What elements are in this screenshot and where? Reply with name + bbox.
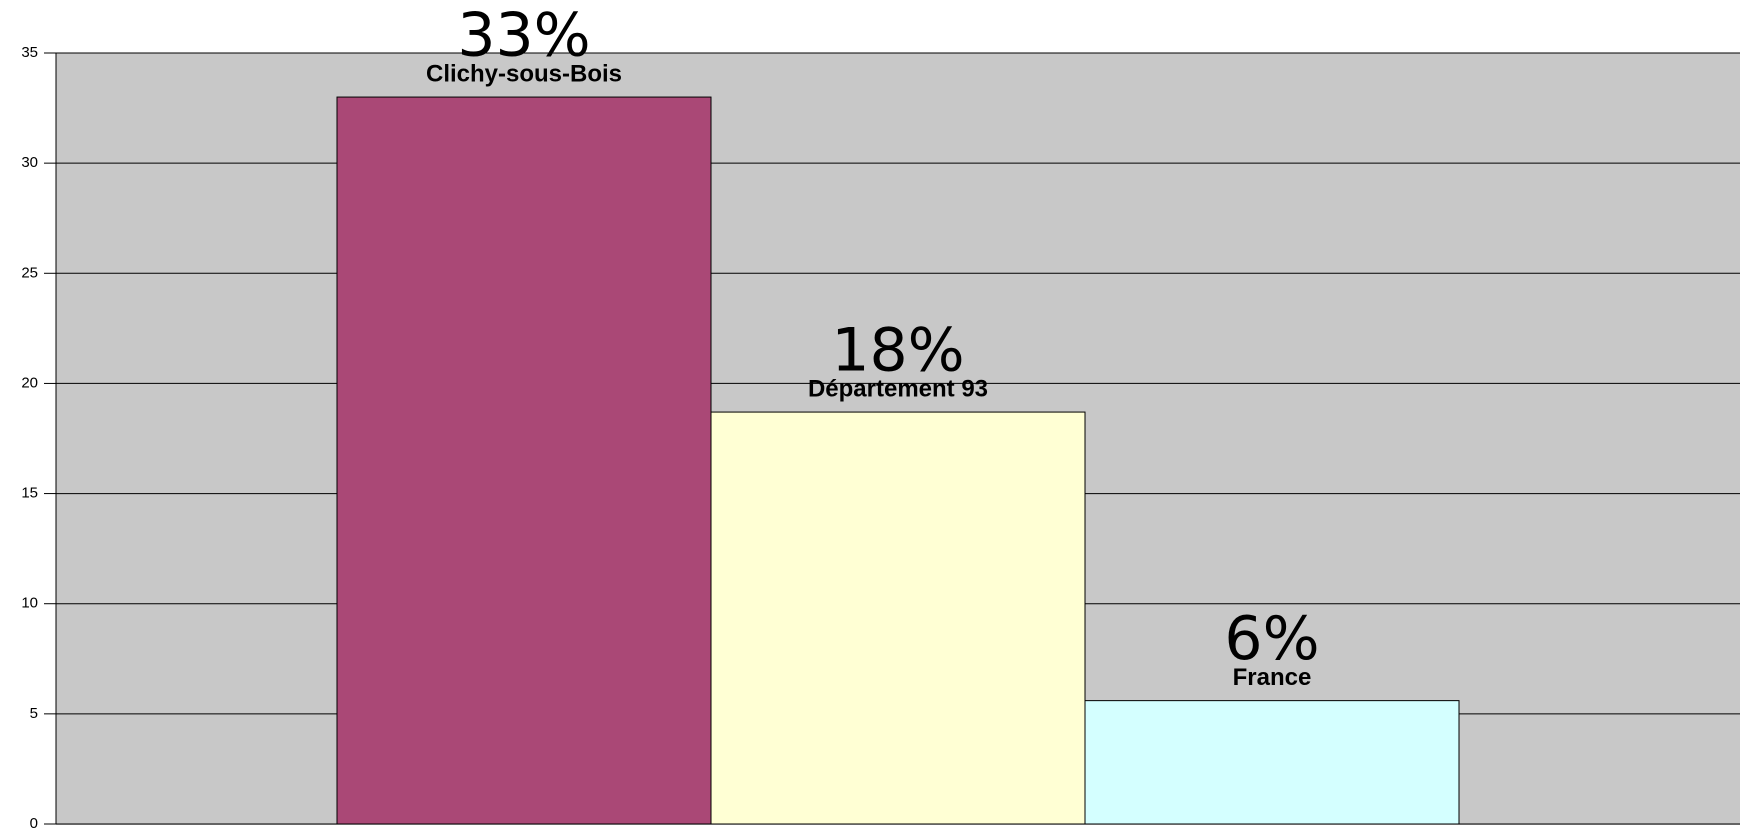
y-tick-label: 15: [21, 485, 38, 502]
y-tick-label: 30: [21, 154, 38, 171]
y-tick-label: 5: [30, 705, 38, 722]
y-tick-label: 25: [21, 264, 38, 281]
y-tick-label: 20: [21, 374, 38, 391]
category-label: Département 93: [808, 375, 988, 402]
bar: [710, 411, 1086, 825]
y-tick-label: 10: [21, 595, 38, 612]
bar: [336, 96, 712, 825]
category-label: Clichy-sous-Bois: [426, 60, 622, 87]
value-label: 6%: [1224, 604, 1319, 674]
value-label: 18%: [831, 316, 964, 386]
y-tick-label: 0: [30, 815, 38, 829]
bar: [1084, 700, 1460, 825]
category-label: France: [1233, 664, 1312, 691]
y-tick-label: 35: [21, 44, 38, 61]
value-label: 33%: [457, 1, 590, 71]
